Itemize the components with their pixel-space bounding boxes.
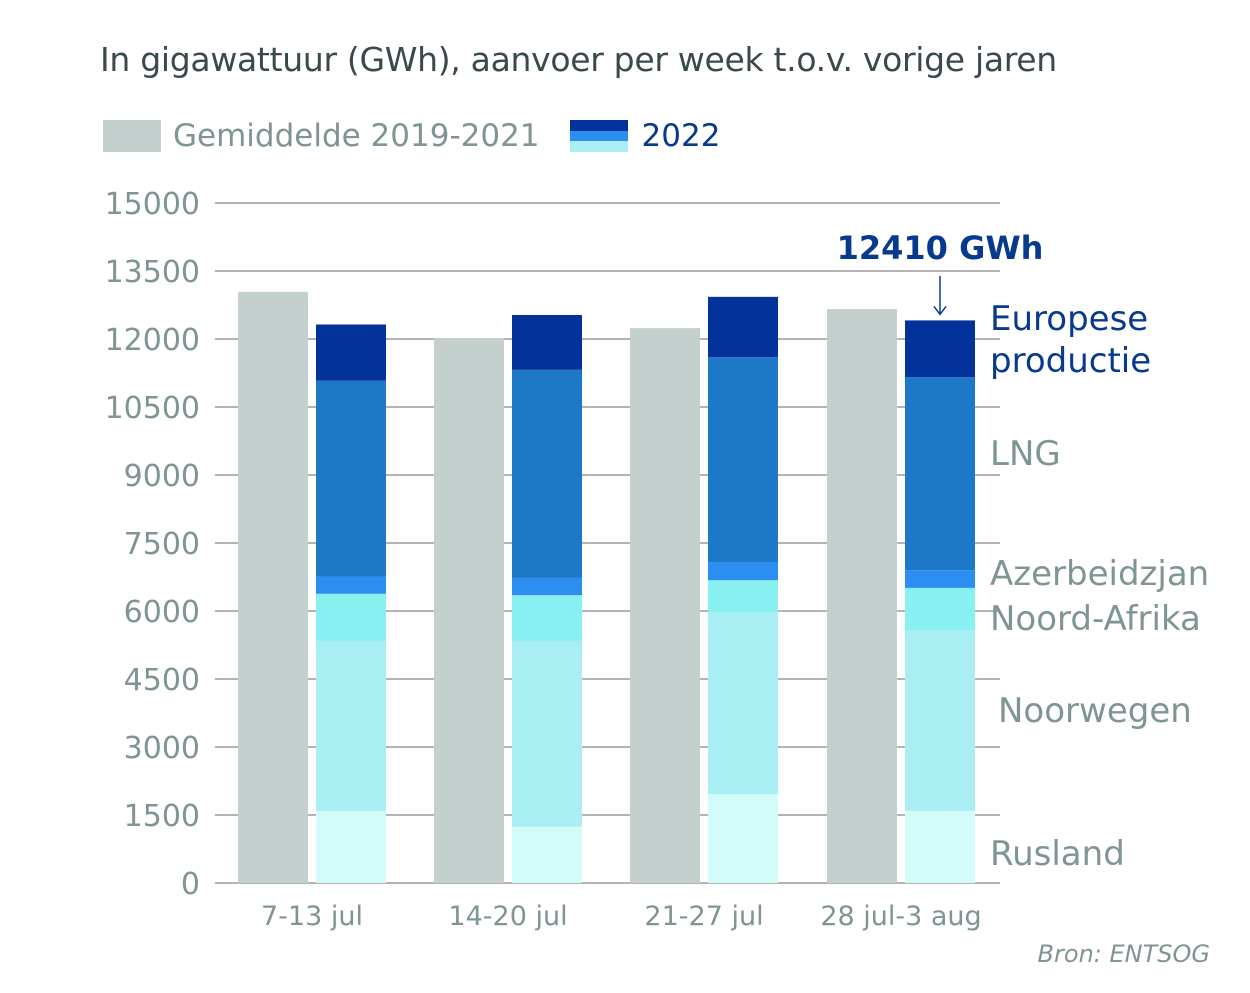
y-tick-label: 7500 [124, 527, 200, 562]
bar-segment-rusland [512, 826, 582, 883]
bar-segment-europese-productie [905, 320, 975, 378]
y-tick-label: 12000 [105, 323, 200, 358]
y-tick-label: 0 [181, 867, 200, 902]
bar-average [434, 338, 504, 883]
bar-segment-lng [708, 357, 778, 563]
legend-label-2022: 2022 [641, 118, 721, 154]
bar-segment-rusland [905, 810, 975, 883]
bar-segment-lng [512, 369, 582, 578]
x-tick-label: 7-13 jul [261, 901, 363, 932]
bar-segment-noorwegen [905, 630, 975, 811]
source-note: Bron: ENTSOG [1037, 940, 1210, 968]
x-tick-label: 28 jul-3 aug [820, 901, 981, 932]
series-label-line: Europese [990, 299, 1148, 339]
bar-segment-noord-afrika [316, 593, 386, 641]
x-tick-label: 21-27 jul [644, 901, 763, 932]
series-label: Rusland [990, 834, 1125, 874]
bar-segment-noorwegen [512, 640, 582, 827]
legend-swatch-2022 [569, 120, 628, 153]
legend: Gemiddelde 2019-2021 2022 [103, 118, 720, 154]
bar-segment-noorwegen [708, 611, 778, 795]
series-label: Azerbeidzjan [990, 554, 1209, 594]
y-tick-label: 1500 [124, 799, 200, 834]
bar-average [827, 309, 897, 884]
bar-segment-europese-productie [708, 296, 778, 358]
legend-label-average: Gemiddelde 2019-2021 [173, 118, 540, 154]
bar-segment-lng [316, 380, 386, 577]
y-tick-label: 3000 [124, 731, 200, 766]
bar-segment-lng [905, 377, 975, 571]
y-tick-label: 13500 [105, 255, 200, 290]
series-label: Noord-Afrika [990, 599, 1201, 639]
series-label: Noorwegen [998, 691, 1192, 731]
bar-segment-rusland [708, 794, 778, 883]
bar-segment-azerbeidzjan [316, 576, 386, 594]
y-tick-label: 10500 [105, 391, 200, 426]
total-annotation: 12410 GWh [837, 229, 1044, 267]
y-tick-label: 15000 [105, 187, 200, 222]
bar-segment-azerbeidzjan [905, 570, 975, 588]
bar-segment-azerbeidzjan [512, 577, 582, 596]
bar-segment-rusland [316, 810, 386, 883]
x-tick-label: 14-20 jul [448, 901, 567, 932]
series-label-line: productie [990, 341, 1151, 381]
series-label: LNG [990, 434, 1061, 474]
y-tick-label: 6000 [124, 595, 200, 630]
bar-segment-noorwegen [316, 640, 386, 811]
legend-swatch-average [103, 120, 161, 152]
bar-average [630, 328, 700, 883]
bar-segment-noord-afrika [708, 580, 778, 612]
bar-segment-noord-afrika [512, 595, 582, 641]
bar-average [238, 291, 308, 883]
bar-segment-noord-afrika [905, 587, 975, 631]
bar-segment-europese-productie [316, 324, 386, 381]
y-tick-label: 4500 [124, 663, 200, 698]
bar-segment-azerbeidzjan [708, 562, 778, 581]
bar-segment-europese-productie [512, 314, 582, 370]
y-tick-label: 9000 [124, 459, 200, 494]
chart-title: In gigawattuur (GWh), aanvoer per week t… [100, 40, 1057, 79]
arrow-down-icon [933, 305, 947, 316]
